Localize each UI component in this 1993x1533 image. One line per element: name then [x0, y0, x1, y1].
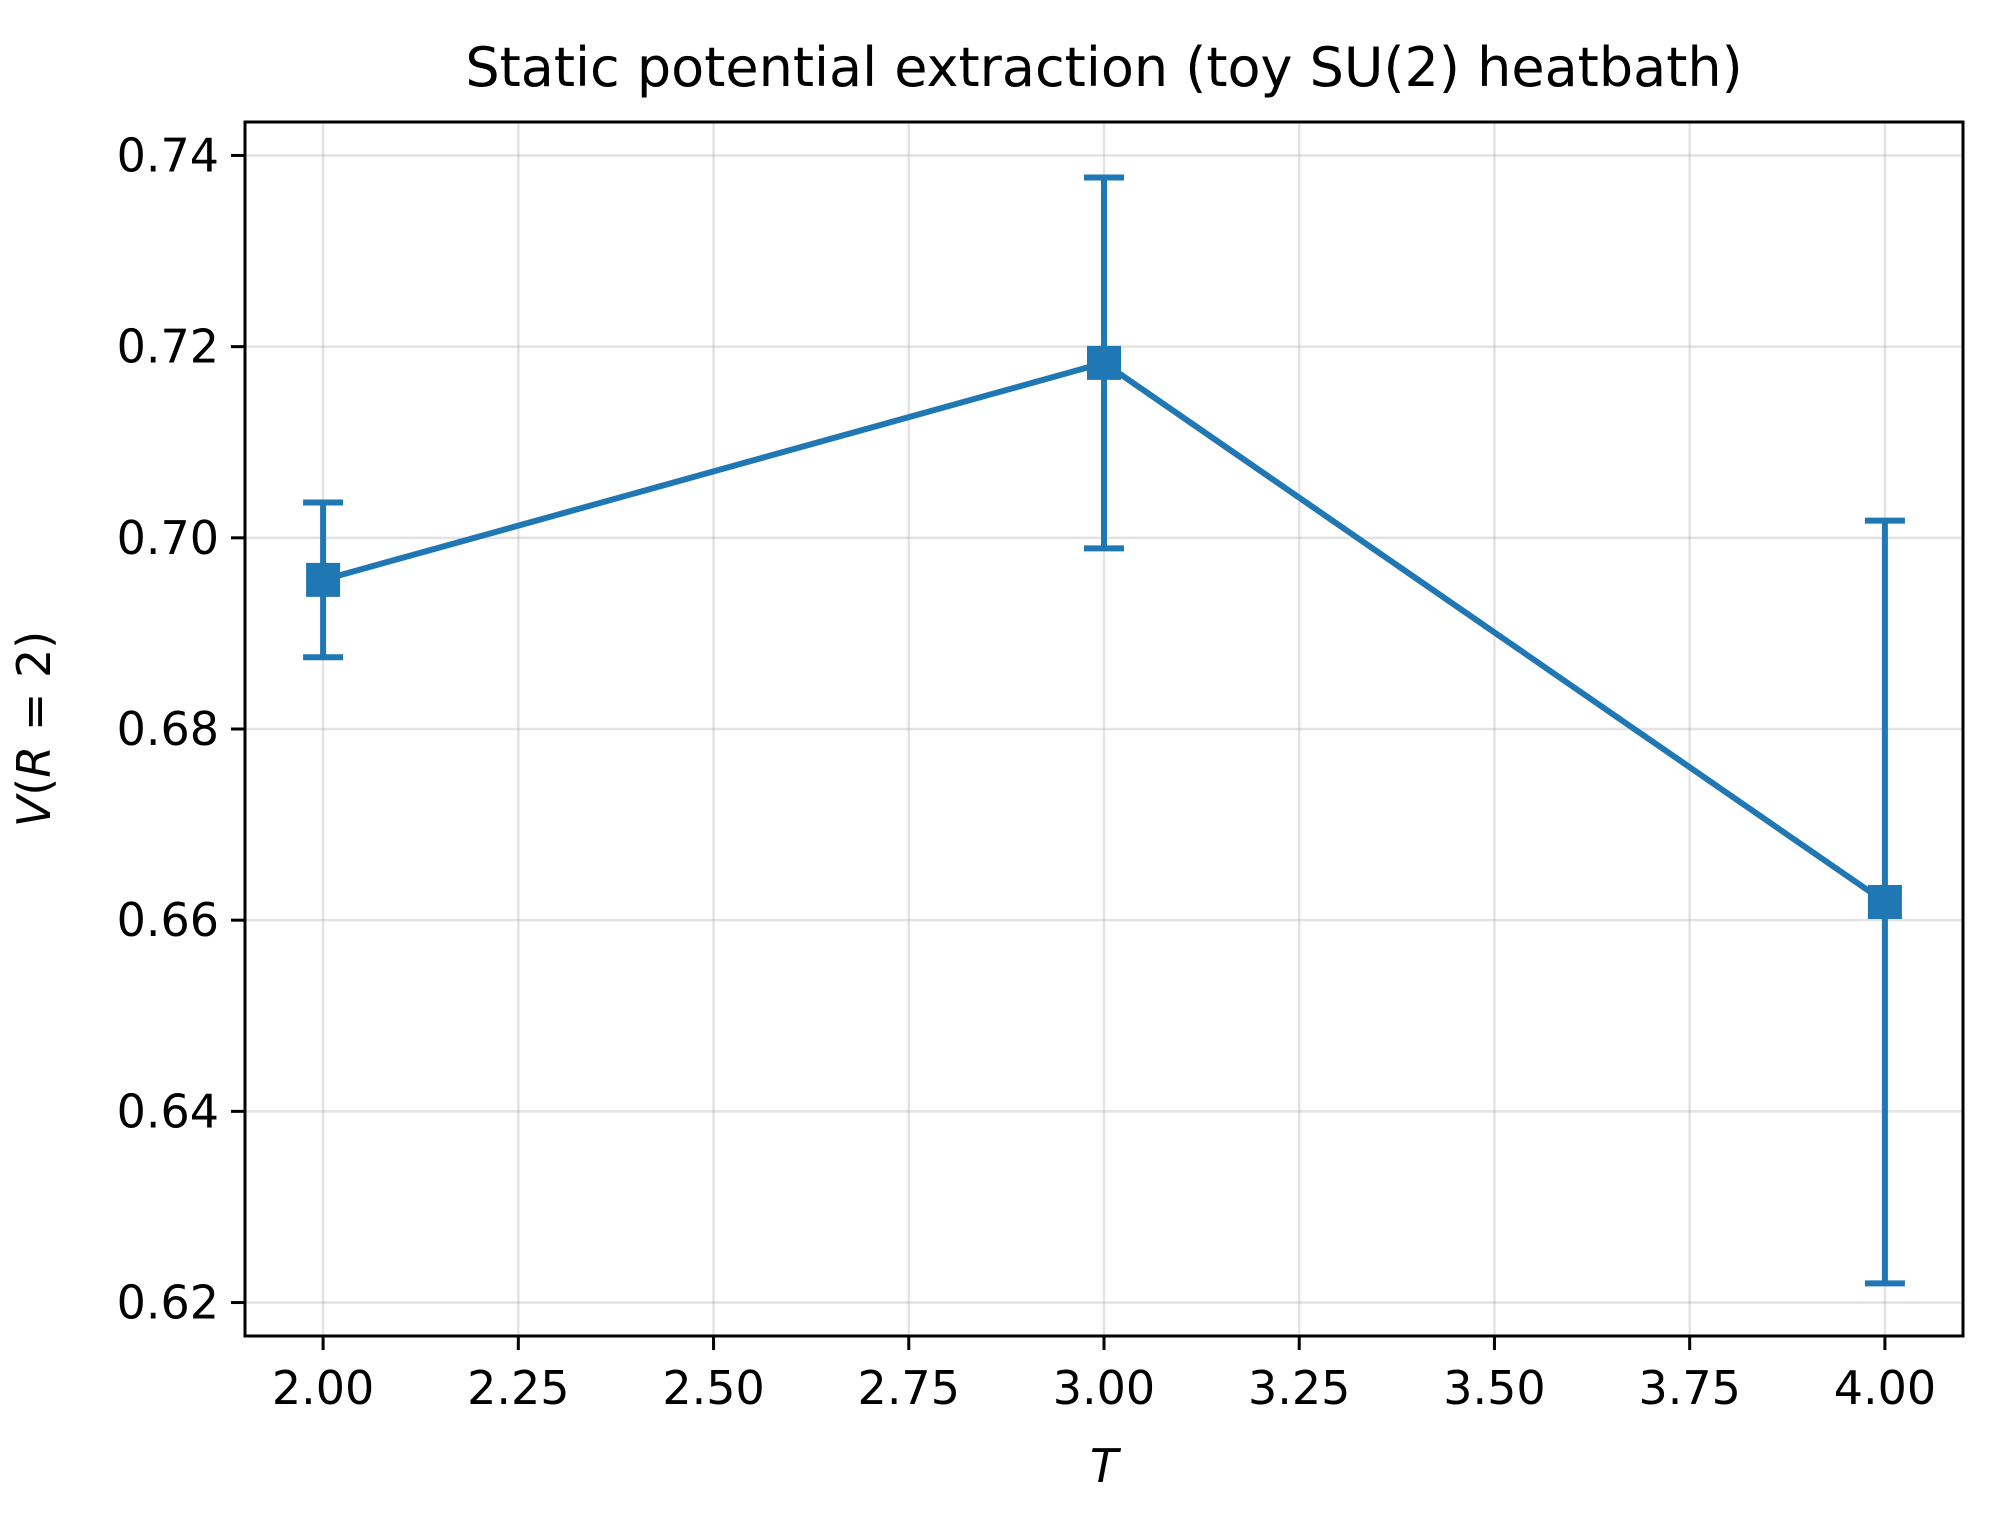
y-tick-label: 0.62 [117, 1276, 219, 1330]
data-point-marker [1867, 885, 1902, 920]
x-axis-label: T [1090, 1439, 1122, 1493]
x-tick-label: 2.50 [662, 1361, 764, 1415]
data-point-marker [306, 562, 341, 597]
ticks: 2.00 2.25 2.50 2.75 3.00 3.25 3.50 3.75 4.00 0.62… [117, 128, 1937, 1415]
data-point-marker [1087, 345, 1121, 380]
x-tick-label: 2.25 [467, 1361, 569, 1415]
x-tick-label: 3.25 [1248, 1361, 1350, 1415]
y-tick-label: 0.64 [117, 1084, 219, 1138]
x-tick-label: 4.00 [1834, 1361, 1936, 1415]
y-axis-label-symbol: V [7, 792, 61, 827]
y-axis-label-variable: R [7, 746, 61, 778]
series-layer [303, 174, 1905, 1287]
y-tick-label: 0.68 [117, 702, 219, 756]
x-tick-label: 3.00 [1053, 1361, 1155, 1415]
y-axis-label-open-paren: ( [7, 778, 61, 796]
y-axis-label: V(R = 2) [7, 631, 61, 827]
y-tick-label: 0.72 [117, 320, 219, 374]
x-tick-label: 2.00 [272, 1361, 374, 1415]
y-tick-label: 0.66 [117, 893, 219, 947]
x-tick-label: 2.75 [858, 1361, 960, 1415]
y-axis-label-value: = 2) [7, 631, 61, 746]
y-tick-label: 0.74 [117, 128, 219, 182]
x-tick-label: 3.75 [1638, 1361, 1740, 1415]
y-tick-label: 0.70 [117, 511, 219, 565]
chart-title: Static potential extraction (toy SU(2) h… [465, 36, 1742, 99]
x-tick-label: 3.50 [1443, 1361, 1545, 1415]
